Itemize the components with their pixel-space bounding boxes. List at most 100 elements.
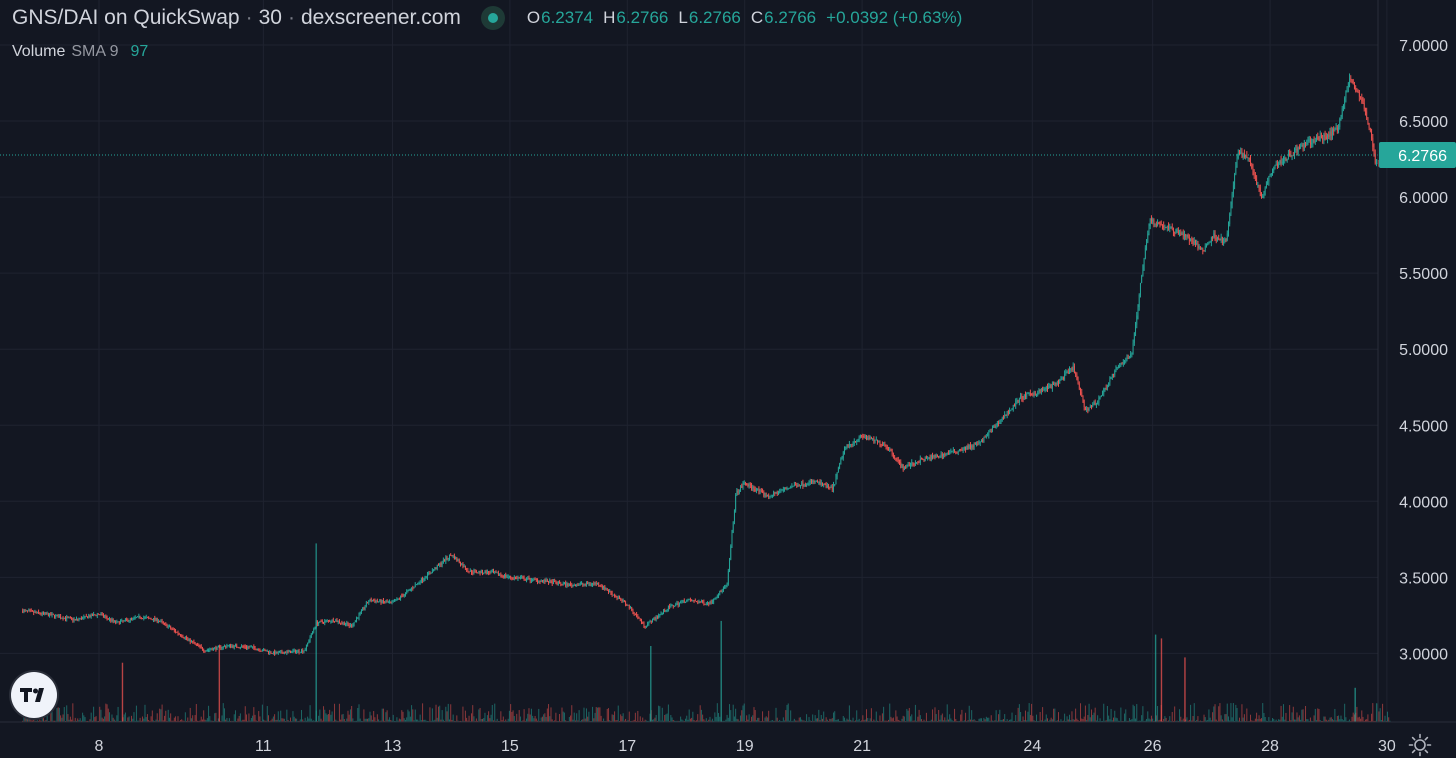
candle-body bbox=[1098, 398, 1100, 403]
volume-bar bbox=[1111, 720, 1113, 722]
symbol-title[interactable]: GNS/DAI on QuickSwap bbox=[12, 6, 240, 29]
candle-body bbox=[166, 624, 168, 628]
volume-bar bbox=[1219, 703, 1221, 722]
candle-body bbox=[730, 546, 732, 560]
volume-bar bbox=[71, 719, 73, 722]
candle-body bbox=[918, 462, 920, 464]
candle-body bbox=[225, 646, 227, 648]
candle-body bbox=[709, 601, 711, 605]
volume-bar bbox=[804, 720, 806, 722]
candle-body bbox=[906, 464, 908, 469]
volume-bar bbox=[921, 719, 923, 722]
candle-body bbox=[375, 600, 377, 603]
volume-bar bbox=[522, 720, 524, 722]
candle-body bbox=[912, 462, 914, 465]
candle-body bbox=[1346, 87, 1348, 92]
candle-body bbox=[417, 582, 419, 585]
volume-bar bbox=[549, 716, 551, 722]
candle-body bbox=[153, 618, 154, 621]
candle-body bbox=[571, 584, 573, 586]
candle-body bbox=[455, 557, 457, 560]
candle-body bbox=[919, 458, 921, 463]
volume-bar bbox=[1301, 709, 1303, 722]
candle-body bbox=[422, 578, 423, 581]
volume-bar bbox=[260, 720, 262, 722]
volume-bar bbox=[1331, 718, 1333, 722]
candle-body bbox=[676, 603, 678, 605]
volume-bar bbox=[164, 715, 166, 722]
candle-body bbox=[238, 647, 240, 649]
price-axis[interactable]: 7.00006.50006.00005.50005.00004.50004.00… bbox=[0, 0, 1456, 723]
symbol-legend[interactable]: GNS/DAI on QuickSwap · 30 · dexscreener.… bbox=[12, 6, 963, 30]
volume-bar bbox=[896, 716, 898, 722]
candle-body bbox=[126, 619, 128, 621]
candle-body bbox=[473, 570, 475, 573]
volume-bar bbox=[738, 720, 740, 722]
volume-bar bbox=[1369, 720, 1371, 722]
candle-body bbox=[543, 579, 545, 581]
volume-bar bbox=[215, 712, 217, 722]
volume-bar bbox=[653, 719, 655, 722]
gear-icon[interactable] bbox=[1408, 733, 1432, 757]
volume-legend[interactable]: Volume SMA 9 97 bbox=[12, 43, 148, 61]
volume-bar bbox=[890, 716, 892, 722]
candle-body bbox=[227, 645, 229, 647]
volume-bar bbox=[910, 716, 912, 722]
candle-body bbox=[438, 564, 439, 566]
time-axis[interactable]: 8 11 13 15 17 19 21 24 26 28 30 bbox=[95, 738, 1396, 755]
candle-body bbox=[1004, 414, 1006, 419]
candle-body bbox=[318, 622, 320, 625]
volume-bar bbox=[319, 709, 321, 722]
candle-body bbox=[222, 646, 224, 648]
volume-bar bbox=[528, 708, 530, 722]
volume-bar bbox=[208, 705, 210, 722]
volume-bar bbox=[1114, 710, 1116, 722]
volume-bar bbox=[203, 710, 205, 722]
candle-body bbox=[1325, 136, 1327, 139]
candle-body bbox=[1226, 233, 1228, 241]
candle-body bbox=[1076, 374, 1078, 379]
candle-body bbox=[716, 596, 718, 598]
candle-body bbox=[330, 621, 332, 623]
candle-body bbox=[405, 592, 406, 595]
volume-bar bbox=[66, 705, 68, 722]
volume-bar bbox=[53, 720, 55, 722]
volume-bar bbox=[999, 709, 1001, 722]
volume-bar bbox=[1334, 708, 1336, 722]
candle-body bbox=[281, 651, 283, 653]
volume-bar bbox=[201, 719, 203, 722]
tradingview-logo-icon[interactable] bbox=[11, 672, 57, 718]
volume-bar bbox=[895, 710, 897, 722]
volume-bar bbox=[423, 719, 425, 722]
candle-body bbox=[1066, 372, 1068, 374]
candle-body bbox=[107, 618, 109, 620]
candle-body bbox=[142, 618, 143, 620]
candle-body bbox=[320, 620, 322, 622]
candle-body bbox=[1334, 129, 1336, 132]
volume-bar bbox=[845, 720, 847, 722]
candle-body bbox=[411, 587, 412, 590]
market-status-icon[interactable] bbox=[480, 6, 505, 30]
volume-bar bbox=[225, 719, 227, 722]
candle-body bbox=[1356, 90, 1358, 93]
interval-label[interactable]: 30 bbox=[258, 6, 282, 29]
volume-bar bbox=[847, 719, 849, 722]
volume-bar bbox=[797, 720, 799, 722]
candle-body bbox=[831, 486, 833, 490]
volume-bar bbox=[1227, 716, 1229, 722]
volume-bar bbox=[1149, 719, 1151, 722]
candle-body bbox=[999, 422, 1001, 424]
candle-body bbox=[1163, 225, 1165, 228]
volume-bar bbox=[134, 720, 136, 722]
volume-bar bbox=[790, 710, 792, 722]
candle-body bbox=[998, 422, 999, 424]
time-tick-label: 30 bbox=[1378, 738, 1396, 755]
candle-body bbox=[132, 617, 134, 619]
candle-body bbox=[1273, 169, 1275, 171]
volume-bar bbox=[329, 709, 331, 722]
volume-label[interactable]: Volume bbox=[12, 43, 66, 60]
candle-body bbox=[780, 490, 782, 492]
volume-bar bbox=[1071, 711, 1073, 722]
candle-body bbox=[1295, 149, 1297, 151]
